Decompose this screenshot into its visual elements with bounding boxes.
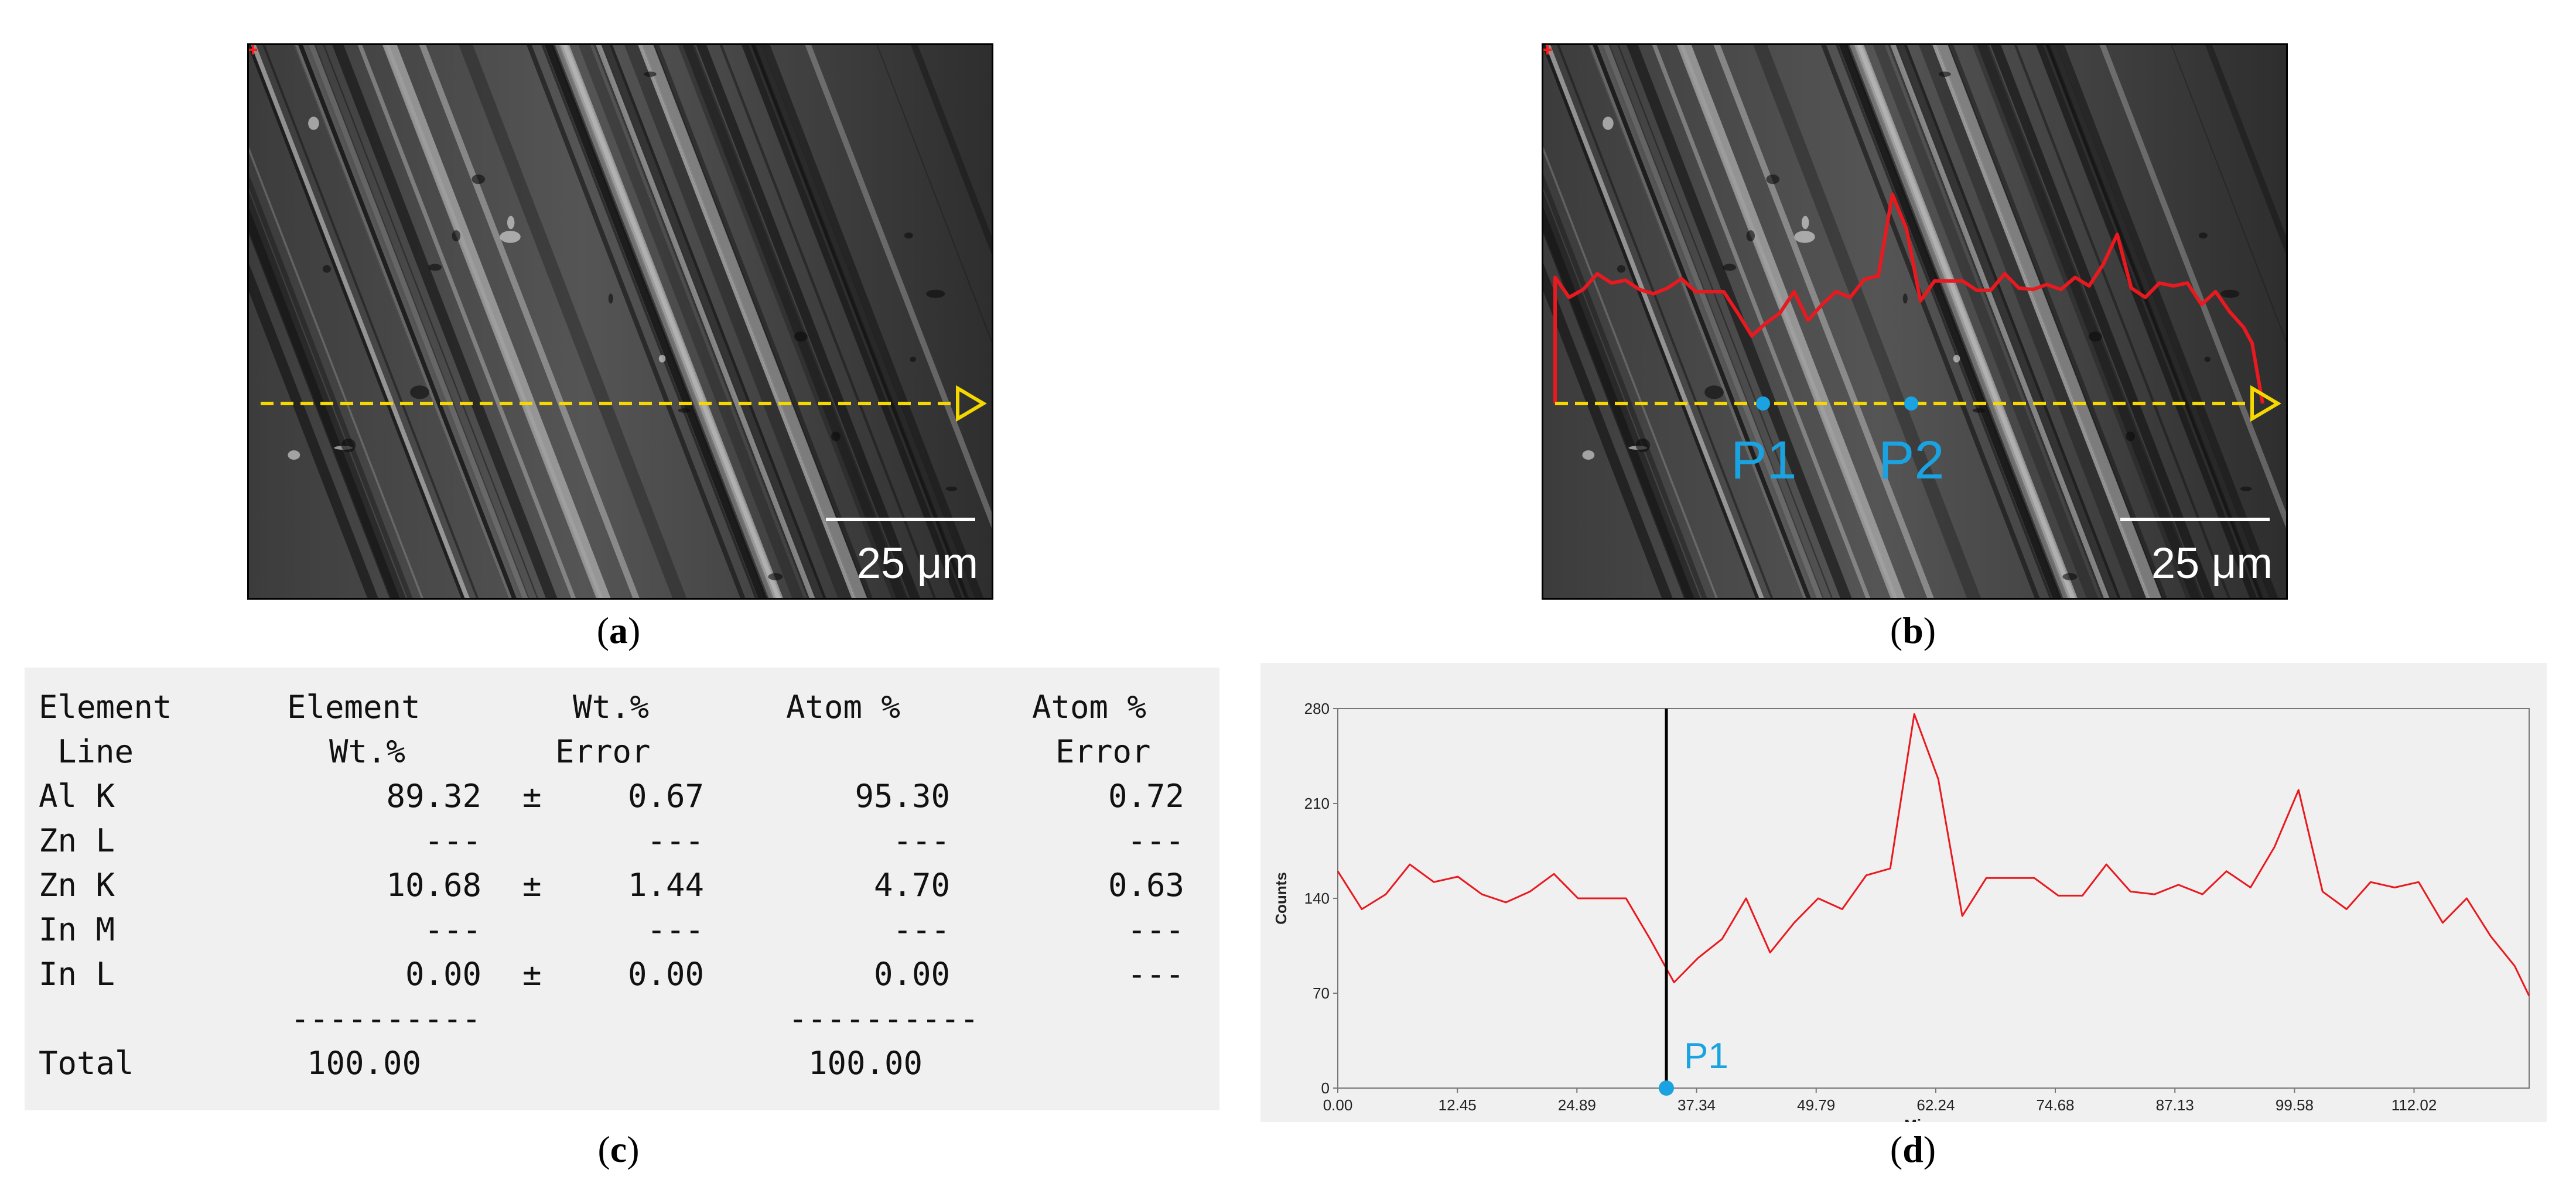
marker-p1-dot [1658,1080,1674,1096]
x-tick-label: 112.02 [2391,1096,2437,1114]
row-atom-error: --- [1127,911,1184,948]
scan-arrow-head [2250,385,2281,422]
x-tick-label: 49.79 [1797,1096,1835,1114]
row-wt: --- [424,822,481,859]
scale-bar-label: 25 μm [857,539,978,587]
sem-image-a: 25 μm [247,43,993,600]
caption-d: (d) [1890,1128,1936,1170]
row-pm: ± [522,867,542,904]
caption-b: (b) [1890,610,1936,651]
y-tick-label: 140 [1304,890,1330,907]
row-element: In L [39,956,115,993]
y-tick-label: 210 [1304,795,1330,812]
row-wt-error: 0.00 [627,956,704,993]
row-element: In M [39,911,115,948]
row-element: Zn L [39,822,115,859]
row-atom-error: 0.63 [1108,867,1184,904]
eds-results-table: Element Line Element Wt.% Wt.% Error Ato… [25,668,1219,1110]
y-tick-label: 280 [1304,700,1330,717]
row-atom-error: 0.72 [1108,778,1184,815]
y-axis-title: Counts [1272,872,1290,925]
x-tick-label: 99.58 [2276,1096,2314,1114]
total-atom: 100.00 [808,1045,923,1082]
scale-bar-label: 25 μm [2151,539,2273,587]
header-atom-error-1: Atom % [1032,689,1147,726]
x-tick-label: 37.34 [1678,1096,1716,1114]
origin-marker [1543,45,1552,54]
row-wt: 0.00 [405,956,481,993]
x-tick-label: 62.24 [1916,1096,1955,1114]
x-tick-label: 87.13 [2156,1096,2194,1114]
marker-p1-label: P1 [1731,430,1797,490]
x-tick-label: 24.89 [1558,1096,1596,1114]
header-atom-error-2: Error [1055,733,1151,770]
header-wt-error-2: Error [555,733,651,770]
line-scan-chart: 0 70 140 210 280 0.00 12.45 24.89 37.34 49.79 62.… [1260,663,2547,1134]
line-scan-profile [1553,192,2264,404]
x-tick-label: 74.68 [2036,1096,2074,1114]
total-wt: 100.00 [307,1045,422,1082]
header-atom: Atom % [786,689,901,726]
marker-p2-dot [1904,396,1918,411]
row-wt-error: 0.67 [627,778,704,815]
y-tick-label: 70 [1313,984,1330,1002]
marker-p1-label: P1 [1684,1036,1728,1076]
row-atom: 4.70 [873,867,950,904]
header-element-line-2: Line [57,733,134,770]
row-wt: 89.32 [386,778,481,815]
caption-a: (a) [596,610,641,651]
row-wt-error: --- [647,911,704,948]
x-tick-label: 12.45 [1439,1096,1477,1114]
separator-atom: ---------- [788,1000,979,1037]
sem-micrograph-a: 25 μm [249,45,992,598]
row-pm: ± [522,778,542,815]
row-atom-error: --- [1127,822,1184,859]
header-element-wt-2: Wt.% [329,733,406,770]
caption-c: (c) [597,1128,640,1170]
row-element: Al K [39,778,115,815]
row-atom: --- [893,822,950,859]
row-atom: 0.00 [873,956,950,993]
separator-wt: ---------- [291,1000,481,1037]
y-tick-label: 0 [1321,1079,1330,1097]
row-pm: ± [522,956,542,993]
x-tick-label: 0.00 [1323,1096,1353,1114]
row-wt: 10.68 [386,867,481,904]
origin-marker [249,45,257,54]
marker-p1-dot [1756,396,1770,411]
header-wt-error-1: Wt.% [573,689,650,726]
total-label: Total [39,1045,134,1082]
row-atom: 95.30 [855,778,950,815]
row-wt-error: --- [647,822,704,859]
header-element-line-1: Element [39,689,172,726]
chart-svg: 0 70 140 210 280 0.00 12.45 24.89 37.34 49.79 62.… [1272,700,2530,1134]
scan-arrow-head [956,385,987,422]
marker-p2-label: P2 [1878,430,1945,490]
header-element-wt-1: Element [287,689,421,726]
row-atom: --- [893,911,950,948]
row-atom-error: --- [1127,956,1184,993]
row-element: Zn K [39,867,115,904]
counts-series-line [1337,713,2530,997]
row-wt-error: 1.44 [627,867,704,904]
sem-micrograph-b: P1 P2 25 μm [1543,45,2286,598]
sem-image-b: P1 P2 25 μm [1542,43,2288,600]
row-wt: --- [424,911,481,948]
x-axis-title: Microns [1904,1116,1963,1122]
